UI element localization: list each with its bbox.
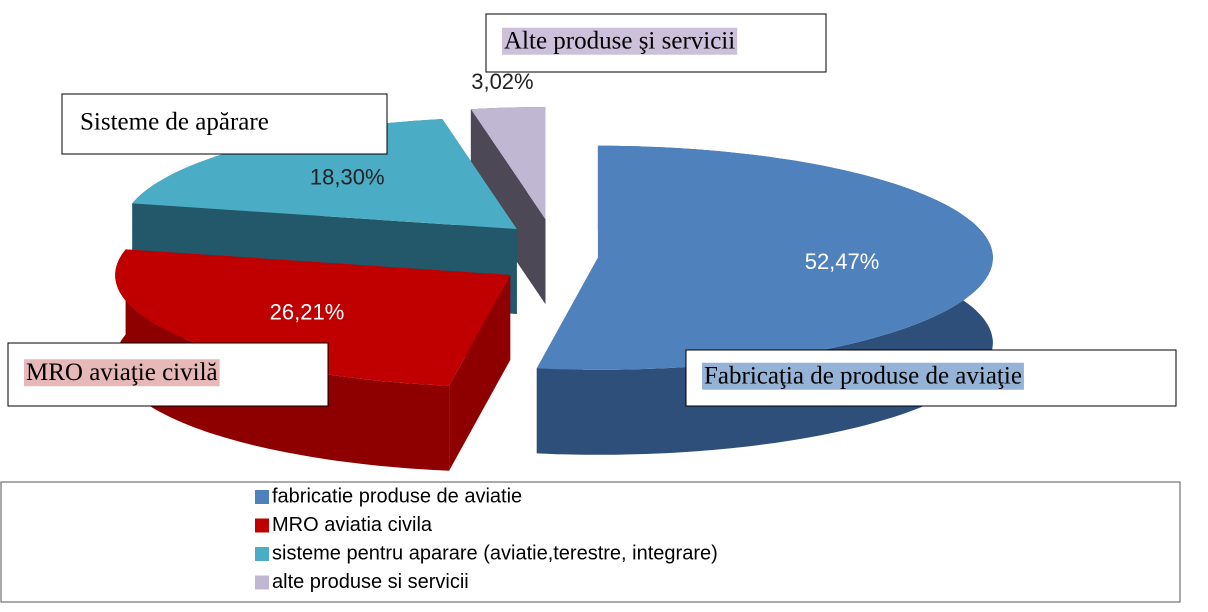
callout-highlight <box>24 359 220 387</box>
callout-highlight <box>702 362 1024 390</box>
slice-top <box>536 145 993 370</box>
callout-text: MRO aviaţie civilă <box>26 359 218 386</box>
slice-top <box>470 107 546 220</box>
legend-label: MRO aviatia civila <box>272 514 433 536</box>
legend-box <box>0 481 1181 603</box>
slice <box>536 145 993 455</box>
callout-highlight <box>78 108 271 136</box>
legend-label: fabricatie produse de aviatie <box>272 485 522 507</box>
legend-swatch <box>255 518 269 533</box>
value-label: 3,02% <box>471 69 533 94</box>
slice <box>115 249 511 471</box>
callout-text: Fabricaţia de produse de aviaţie <box>704 363 1022 390</box>
legend-label: sisteme pentru aparare (aviatie,terestre… <box>272 542 718 564</box>
value-label: 18,30% <box>310 165 385 190</box>
callout-highlight <box>502 27 738 55</box>
callout-text: Alte produse şi servicii <box>504 28 735 55</box>
slice-top <box>115 249 511 386</box>
slice-side <box>115 249 450 471</box>
legend-swatch <box>255 575 269 590</box>
slice <box>470 107 546 305</box>
legend-swatch <box>255 490 269 504</box>
legend-label: alte produse si servicii <box>272 571 469 593</box>
value-label: 26,21% <box>270 300 345 325</box>
callout-text: Sisteme de apărare <box>80 109 269 136</box>
slice-top <box>132 119 517 229</box>
legend-swatch <box>255 547 269 561</box>
value-label: 52,47% <box>805 249 880 274</box>
